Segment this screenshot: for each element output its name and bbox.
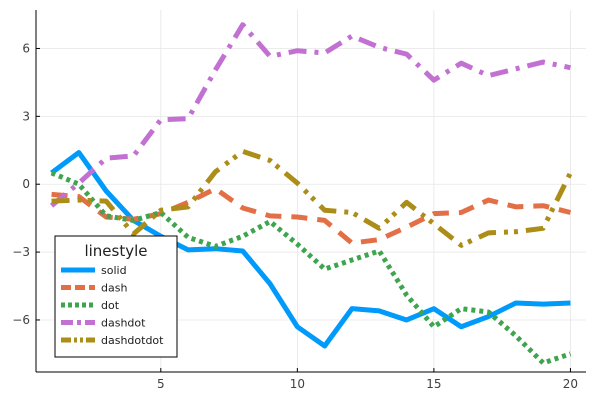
y-tick-label: 0 bbox=[22, 177, 30, 191]
axes: 5 10 15 20 −6 −3 0 3 6 bbox=[12, 10, 586, 391]
legend-item-dash[interactable]: dash bbox=[61, 282, 127, 295]
legend-item-dot[interactable]: dot bbox=[61, 299, 120, 312]
legend-item-dashdotdot[interactable]: dashdotdot bbox=[61, 334, 164, 347]
legend-item-solid[interactable]: solid bbox=[61, 264, 127, 277]
series-lines bbox=[49, 22, 573, 366]
legend-item-dashdot[interactable]: dashdot bbox=[61, 317, 146, 330]
x-tick-label: 5 bbox=[157, 377, 165, 391]
y-tick-label: 3 bbox=[22, 109, 30, 123]
y-tick-label: −6 bbox=[12, 313, 30, 327]
series-line-dashdotdot bbox=[51, 148, 573, 248]
legend-label-dashdot: dashdot bbox=[101, 317, 146, 330]
legend-label-solid: solid bbox=[101, 264, 127, 277]
legend-label-dot: dot bbox=[101, 299, 120, 312]
series-line-dot bbox=[50, 170, 572, 366]
series-line-dashdot bbox=[49, 22, 571, 208]
series-line-solid bbox=[50, 150, 571, 349]
legend-box bbox=[54, 235, 178, 358]
x-tick-label: 10 bbox=[290, 377, 305, 391]
legend-label-dash: dash bbox=[101, 282, 127, 295]
x-tick-label: 20 bbox=[563, 377, 578, 391]
x-tick-label: 15 bbox=[426, 377, 441, 391]
y-tick-label: 6 bbox=[22, 41, 30, 55]
y-tick-label: −3 bbox=[12, 245, 30, 259]
legend-title: linestyle bbox=[84, 242, 147, 260]
legend-label-dashdotdot: dashdotdot bbox=[101, 334, 164, 347]
